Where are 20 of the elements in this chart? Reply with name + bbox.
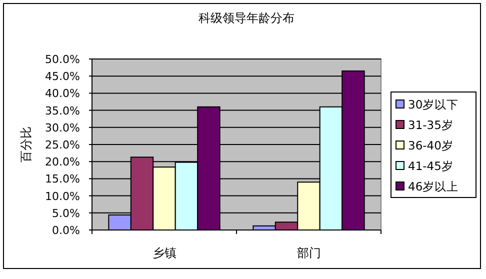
y-tick-label: 45.0% (45, 70, 80, 84)
y-tick-label: 50.0% (45, 53, 80, 66)
y-tick-label: 35.0% (45, 104, 80, 118)
y-tick-label: 15.0% (45, 172, 80, 186)
x-tick-label: 乡镇 (152, 246, 176, 260)
legend-label: 46岁以上 (408, 180, 459, 194)
legend-label: 31-35岁 (408, 118, 454, 132)
y-tick-label: 30.0% (45, 121, 80, 134)
y-tick-label: 20.0% (45, 156, 80, 169)
chart-title: 科级领导年龄分布 (198, 11, 294, 25)
legend-label: 41-45岁 (408, 159, 454, 173)
y-tick-label: 25.0% (45, 138, 80, 152)
y-axis-title: 百分比 (19, 126, 33, 162)
legend-label: 36-40岁 (408, 138, 454, 152)
legend-label: 30岁以下 (408, 98, 459, 112)
y-tick-label: 10.0% (45, 190, 80, 203)
y-tick-label: 40.0% (45, 87, 80, 100)
y-tick-label: 0.0% (52, 224, 80, 237)
x-tick-label: 部门 (296, 246, 321, 260)
y-tick-label: 5.0% (52, 206, 80, 220)
